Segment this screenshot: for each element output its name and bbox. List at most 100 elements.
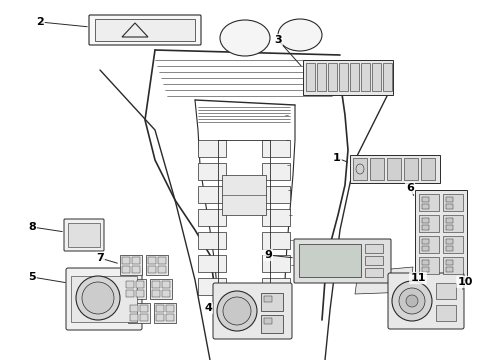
Bar	[198, 232, 226, 249]
Ellipse shape	[392, 281, 432, 321]
Bar	[162, 281, 170, 288]
Text: 1: 1	[333, 153, 341, 163]
Bar	[365, 244, 383, 253]
Text: 11: 11	[410, 273, 426, 283]
Bar	[372, 63, 381, 91]
Ellipse shape	[278, 19, 322, 51]
FancyBboxPatch shape	[294, 239, 391, 283]
FancyBboxPatch shape	[66, 268, 142, 330]
Bar	[404, 158, 418, 180]
Bar	[222, 175, 266, 215]
Bar	[443, 236, 463, 253]
FancyBboxPatch shape	[213, 283, 292, 339]
FancyBboxPatch shape	[89, 15, 201, 45]
Bar	[146, 255, 168, 275]
Text: 2: 2	[36, 17, 44, 27]
Bar	[446, 260, 453, 265]
Bar	[166, 305, 174, 312]
Bar	[68, 223, 100, 247]
Bar	[122, 257, 130, 264]
Bar	[446, 225, 453, 230]
Bar	[436, 283, 456, 299]
Bar	[383, 63, 392, 91]
Bar	[317, 63, 326, 91]
Bar	[124, 279, 146, 299]
Bar	[198, 186, 226, 203]
Bar	[446, 197, 453, 202]
Bar	[419, 257, 439, 274]
FancyBboxPatch shape	[64, 219, 104, 251]
Bar	[419, 236, 439, 253]
Text: 5: 5	[28, 272, 36, 282]
Bar	[166, 314, 174, 321]
Bar	[126, 290, 134, 297]
Bar	[419, 194, 439, 211]
Bar	[122, 266, 130, 273]
Bar	[370, 158, 384, 180]
Bar	[339, 63, 348, 91]
Text: 7: 7	[96, 253, 104, 263]
Bar	[71, 276, 137, 322]
Bar	[303, 60, 393, 95]
Text: 9: 9	[264, 250, 272, 260]
Bar	[148, 257, 156, 264]
Bar	[262, 232, 290, 249]
Bar	[422, 260, 429, 265]
Bar	[443, 194, 463, 211]
Bar	[422, 225, 429, 230]
Bar	[446, 218, 453, 223]
Bar	[120, 255, 142, 275]
Ellipse shape	[223, 297, 251, 325]
Text: 10: 10	[457, 277, 473, 287]
Bar	[422, 246, 429, 251]
Bar	[350, 155, 440, 183]
Bar	[152, 290, 160, 297]
Bar	[261, 315, 283, 333]
Text: 8: 8	[28, 222, 36, 232]
Bar	[365, 256, 383, 265]
Text: 6: 6	[406, 183, 414, 193]
Bar	[162, 290, 170, 297]
Bar	[128, 303, 150, 323]
Bar	[130, 305, 138, 312]
Bar	[152, 281, 160, 288]
Bar	[422, 267, 429, 272]
Bar	[262, 209, 290, 226]
Bar	[198, 278, 226, 295]
Ellipse shape	[76, 276, 120, 320]
Bar	[95, 19, 195, 41]
Bar	[130, 314, 138, 321]
Bar	[422, 197, 429, 202]
Bar	[132, 266, 140, 273]
Ellipse shape	[399, 288, 425, 314]
Bar	[446, 204, 453, 209]
Bar	[132, 257, 140, 264]
Bar	[158, 257, 166, 264]
Bar	[198, 209, 226, 226]
Bar	[443, 257, 463, 274]
Bar	[261, 293, 283, 311]
Bar	[436, 305, 456, 321]
Bar	[158, 266, 166, 273]
Bar	[156, 314, 164, 321]
Ellipse shape	[406, 295, 418, 307]
Bar	[140, 305, 148, 312]
Bar	[264, 318, 272, 324]
Bar	[446, 246, 453, 251]
Bar	[387, 158, 401, 180]
Bar	[415, 190, 467, 280]
Bar	[262, 255, 290, 272]
Bar	[421, 158, 435, 180]
Bar	[262, 186, 290, 203]
Bar	[306, 63, 315, 91]
Ellipse shape	[82, 282, 114, 314]
Bar	[198, 255, 226, 272]
Bar	[154, 303, 176, 323]
Bar	[361, 63, 370, 91]
Bar	[156, 305, 164, 312]
Bar	[140, 314, 148, 321]
Bar	[262, 140, 290, 157]
Bar	[262, 163, 290, 180]
Bar	[299, 244, 361, 277]
Bar	[446, 239, 453, 244]
